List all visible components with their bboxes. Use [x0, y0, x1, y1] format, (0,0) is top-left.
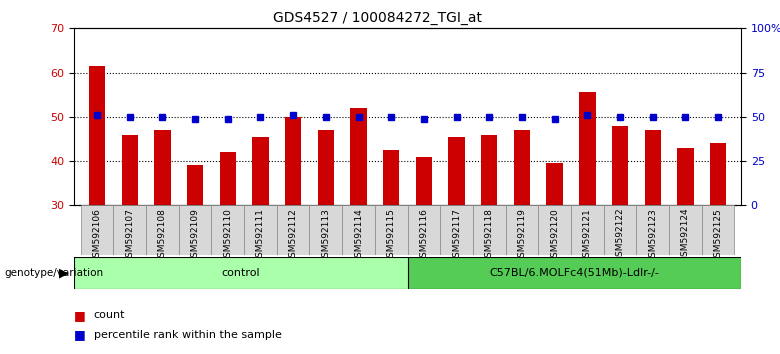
Bar [604, 205, 636, 255]
Text: percentile rank within the sample: percentile rank within the sample [94, 330, 282, 339]
Bar [342, 205, 375, 255]
Text: GSM592125: GSM592125 [714, 208, 722, 263]
Bar [644, 130, 661, 205]
Text: ■: ■ [74, 328, 86, 341]
Text: GSM592116: GSM592116 [420, 208, 428, 263]
Text: ▶: ▶ [59, 266, 69, 279]
Bar [448, 137, 465, 205]
Text: ■: ■ [74, 309, 86, 321]
Bar [211, 205, 244, 255]
Text: GSM592111: GSM592111 [256, 208, 265, 263]
Bar [277, 205, 310, 255]
Bar [514, 130, 530, 205]
Bar [571, 205, 604, 255]
Bar [89, 66, 105, 205]
Text: C57BL/6.MOLFc4(51Mb)-Ldlr-/-: C57BL/6.MOLFc4(51Mb)-Ldlr-/- [489, 268, 659, 278]
Bar [677, 148, 693, 205]
Bar [473, 205, 505, 255]
Text: control: control [222, 268, 261, 278]
Bar [80, 205, 113, 255]
Bar [122, 135, 138, 205]
Text: GSM592121: GSM592121 [583, 208, 592, 263]
Text: GSM592124: GSM592124 [681, 208, 690, 262]
Bar [220, 152, 236, 205]
Bar [179, 205, 211, 255]
Text: GSM592113: GSM592113 [321, 208, 330, 263]
Text: GSM592120: GSM592120 [550, 208, 559, 263]
Bar [710, 143, 726, 205]
Text: genotype/variation: genotype/variation [4, 268, 103, 278]
Text: GSM592109: GSM592109 [190, 208, 200, 263]
Text: GSM592110: GSM592110 [223, 208, 232, 263]
Text: GSM592119: GSM592119 [517, 208, 526, 263]
Text: GSM592115: GSM592115 [387, 208, 395, 263]
Bar [154, 130, 171, 205]
Bar [580, 92, 595, 205]
Bar [538, 205, 571, 255]
Bar [383, 150, 399, 205]
Bar [113, 205, 146, 255]
Text: GSM592122: GSM592122 [615, 208, 625, 262]
Bar [636, 205, 669, 255]
Text: GSM592106: GSM592106 [93, 208, 101, 263]
Text: GSM592112: GSM592112 [289, 208, 298, 263]
Bar [350, 108, 367, 205]
Bar [547, 163, 563, 205]
Text: GSM592123: GSM592123 [648, 208, 658, 263]
Bar [440, 205, 473, 255]
Bar [146, 205, 179, 255]
Text: GSM592108: GSM592108 [158, 208, 167, 263]
Bar [505, 205, 538, 255]
Bar [416, 156, 432, 205]
Bar [702, 205, 735, 255]
Bar [285, 117, 301, 205]
Bar [408, 257, 741, 289]
Bar [252, 137, 268, 205]
Text: GSM592114: GSM592114 [354, 208, 363, 263]
Text: GSM592107: GSM592107 [125, 208, 134, 263]
Bar [375, 205, 408, 255]
Bar [408, 205, 440, 255]
Bar [612, 126, 628, 205]
Bar [74, 257, 407, 289]
Text: GSM592118: GSM592118 [485, 208, 494, 263]
Text: GDS4527 / 100084272_TGI_at: GDS4527 / 100084272_TGI_at [273, 11, 482, 25]
Bar [669, 205, 702, 255]
Bar [481, 135, 498, 205]
Bar [310, 205, 342, 255]
Text: GSM592117: GSM592117 [452, 208, 461, 263]
Bar [244, 205, 277, 255]
Bar [187, 165, 204, 205]
Text: count: count [94, 310, 125, 320]
Bar [317, 130, 334, 205]
